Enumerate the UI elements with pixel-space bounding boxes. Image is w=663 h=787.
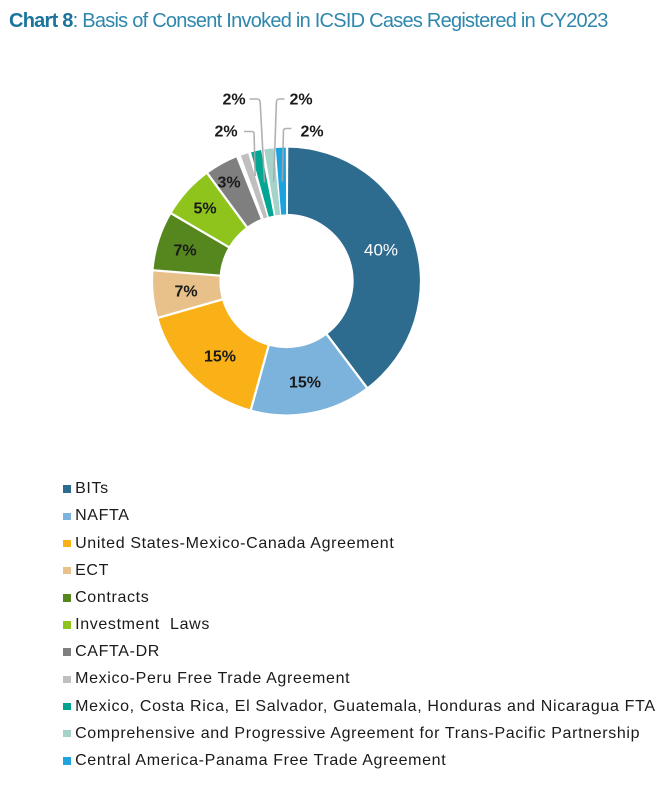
svg-text:15%: 15% (204, 349, 236, 366)
svg-text:7%: 7% (174, 284, 197, 301)
svg-text:5%: 5% (193, 201, 216, 218)
svg-text:7%: 7% (173, 243, 196, 260)
svg-text:40%: 40% (364, 241, 398, 260)
svg-text:2%: 2% (222, 92, 245, 109)
svg-text:2%: 2% (214, 124, 237, 141)
svg-text:3%: 3% (217, 175, 240, 192)
svg-text:2%: 2% (300, 124, 323, 141)
svg-text:15%: 15% (289, 375, 321, 392)
svg-text:2%: 2% (289, 92, 312, 109)
